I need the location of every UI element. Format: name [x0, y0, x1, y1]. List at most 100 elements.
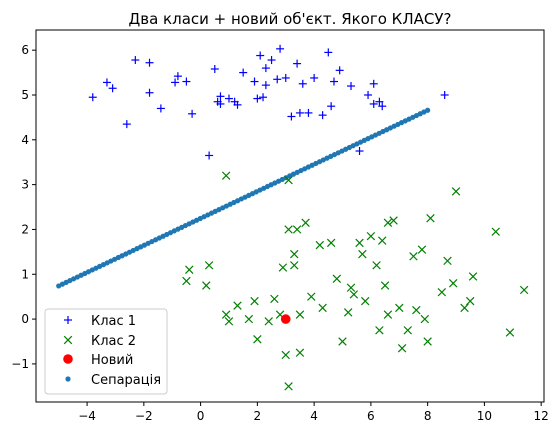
class2-point	[378, 236, 387, 245]
legend-marker-dot-icon	[65, 376, 71, 382]
class2-point	[221, 310, 231, 319]
class2-point	[423, 337, 432, 346]
class1-point	[347, 82, 356, 91]
class2-point	[358, 249, 367, 259]
class2-point	[338, 337, 347, 346]
class1-point	[318, 111, 327, 120]
class2-point	[295, 310, 305, 319]
class2-point	[372, 261, 381, 270]
legend-marker	[63, 354, 73, 364]
y-tick-label: 2	[21, 222, 29, 236]
class1-point	[205, 151, 214, 160]
class2-point	[332, 274, 342, 283]
class2-point	[395, 303, 404, 313]
legend-item-new: Новий	[63, 353, 133, 368]
y-tick-label: 1	[21, 267, 29, 281]
class2-point	[278, 263, 288, 272]
class1-point	[298, 79, 307, 88]
chart-title: Два класи + новий об'єкт. Якого КЛАСУ?	[129, 10, 452, 28]
class1-point	[182, 77, 191, 86]
y-tick-label: 6	[21, 43, 29, 57]
class2-point	[326, 238, 336, 248]
class1-point	[369, 99, 378, 108]
class2-point	[281, 350, 290, 360]
plot-area	[56, 44, 529, 391]
class2-point	[383, 218, 393, 227]
class2-point	[253, 335, 262, 344]
class1-point	[259, 93, 268, 102]
class2-point	[182, 276, 191, 286]
class2-point	[221, 171, 231, 180]
class1-point	[256, 51, 265, 60]
new-object-point	[280, 314, 291, 324]
y-tick-label: 4	[21, 133, 29, 147]
class2-point	[375, 326, 384, 335]
class1-point	[173, 72, 182, 81]
x-tick-label: 12	[534, 409, 549, 423]
class1-point	[375, 97, 384, 106]
class1-point	[216, 99, 225, 108]
class2-point	[318, 303, 327, 313]
class1-point	[267, 56, 276, 65]
class1-point	[102, 78, 111, 87]
class2-point	[409, 252, 418, 261]
class2-point	[451, 187, 461, 196]
class2-point	[389, 216, 398, 225]
class2-point	[204, 261, 214, 270]
class2-point	[292, 225, 302, 234]
class2-point	[460, 303, 469, 313]
class1-point	[171, 78, 180, 87]
x-tick-label: 10	[477, 409, 492, 423]
class1-point	[253, 94, 262, 103]
class2-point	[360, 296, 370, 306]
legend-marker	[64, 316, 72, 324]
class2-point	[307, 292, 316, 301]
y-axis: −1 0 1 2 3 4 5 6	[11, 43, 36, 371]
legend-box	[44, 308, 168, 395]
class1-point	[293, 59, 302, 68]
class2-point	[397, 343, 407, 353]
class1-point	[364, 90, 373, 99]
y-tick-label: 3	[21, 178, 29, 192]
legend-item-separation: Сепарація	[65, 373, 161, 388]
class1-point	[276, 44, 285, 53]
class2-point	[224, 317, 234, 326]
class1-point	[239, 68, 248, 77]
y-tick-label: 5	[21, 88, 29, 102]
class1-point	[108, 84, 117, 93]
class1-point	[304, 108, 313, 117]
class1-point	[250, 77, 259, 86]
y-tick-label: −1	[11, 357, 29, 371]
class2-point	[295, 348, 305, 357]
class2-point	[264, 317, 273, 326]
class1-point	[335, 66, 344, 75]
class1-point	[216, 92, 225, 101]
class2-point	[284, 382, 293, 391]
class1-point	[233, 100, 242, 109]
class2-point	[244, 314, 254, 324]
class1-point	[281, 73, 290, 82]
separation-point	[425, 107, 431, 113]
x-tick-label: −4	[78, 409, 96, 423]
class2-point	[437, 287, 447, 297]
class1-point	[324, 48, 333, 57]
y-tick-label: 0	[21, 312, 29, 326]
class2-point	[315, 240, 325, 250]
class1-point	[145, 58, 154, 67]
class2-point	[349, 290, 359, 299]
class1-point	[369, 79, 378, 88]
x-tick-label: 2	[254, 409, 262, 423]
x-tick-label: 8	[424, 409, 432, 423]
class2-point	[355, 238, 364, 248]
class2-point	[380, 281, 390, 290]
legend-label-class2: Клас 2	[91, 334, 136, 349]
class1-point	[310, 73, 319, 82]
class1-point	[156, 104, 165, 113]
class2-point	[290, 249, 299, 259]
class1-point	[261, 64, 270, 73]
class2-point	[284, 225, 293, 234]
class1-point	[88, 93, 97, 102]
x-tick-label: 0	[197, 409, 205, 423]
legend-marker-plus-icon	[64, 316, 72, 324]
